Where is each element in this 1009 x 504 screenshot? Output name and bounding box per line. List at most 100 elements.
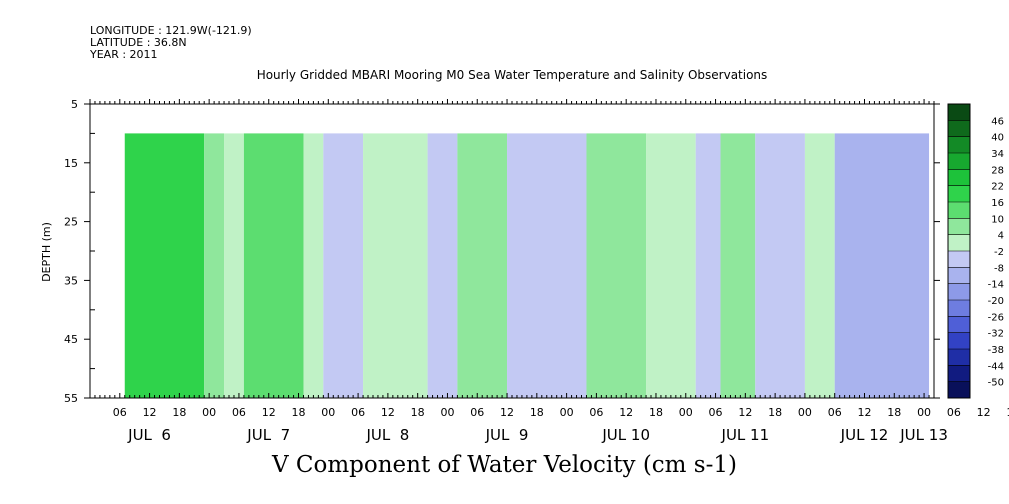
colorbar-level-label: -44 [988, 361, 1004, 372]
y-tick-label: 35 [64, 274, 78, 287]
colorbar-swatch [948, 104, 970, 121]
colorbar-level-label: -20 [988, 296, 1004, 307]
velocity-segment [427, 133, 458, 398]
colorbar-swatch [948, 234, 970, 252]
colorbar-level-label: 4 [998, 231, 1004, 242]
colorbar-level-label: 40 [991, 133, 1004, 144]
velocity-segment [507, 133, 587, 398]
heatmap-field [124, 133, 930, 398]
colorbar-level-label: 22 [991, 182, 1004, 193]
y-tick-label: 45 [64, 333, 78, 346]
y-tick-label: 5 [71, 98, 78, 111]
x-hour-label: 00 [679, 406, 693, 419]
x-day-label: JUL 9 [485, 426, 529, 444]
velocity-segment [720, 133, 756, 398]
y-tick-label: 25 [64, 216, 78, 229]
colorbar-level-label: -2 [994, 247, 1004, 258]
x-hour-label: 18 [172, 406, 186, 419]
colorbar-swatch [948, 316, 970, 334]
velocity-segment [834, 133, 930, 398]
x-day-label: JUL 7 [246, 426, 290, 444]
velocity-segment [755, 133, 805, 398]
colorbar-swatch [948, 153, 970, 170]
colorbar-level-label: -38 [988, 345, 1004, 356]
velocity-segment [804, 133, 835, 398]
x-hour-label: 06 [828, 406, 842, 419]
colorbar-swatch [948, 267, 970, 285]
x-hour-label: 12 [738, 406, 752, 419]
y-axis-label: DEPTH (m) [40, 222, 53, 282]
x-hour-label: 06 [232, 406, 246, 419]
colorbar-level-label: 46 [991, 116, 1004, 127]
velocity-segment [363, 133, 428, 398]
year-label: YEAR : 2011 [90, 48, 158, 61]
y-tick-label: 15 [64, 157, 78, 170]
x-hour-label: 00 [440, 406, 454, 419]
colorbar-level-label: -8 [994, 263, 1004, 274]
colorbar: 46 40 34 28 22 16 10 4 -2 -8 -14 -20 -26 -32 -38 -44 -50 [947, 103, 1004, 399]
longitude-label: LONGITUDE : 121.9W(-121.9) [90, 24, 252, 37]
colorbar-swatch [948, 349, 970, 366]
x-hour-label: 12 [500, 406, 514, 419]
colorbar-swatch [948, 202, 970, 219]
velocity-segment [204, 133, 225, 398]
x-hour-label: 12 [619, 406, 633, 419]
x-hour-label: 12 [143, 406, 157, 419]
colorbar-swatch [948, 251, 970, 268]
x-hour-label: 18 [411, 406, 425, 419]
velocity-segment [586, 133, 647, 398]
x-hour-label: 06 [589, 406, 603, 419]
colorbar-level-label: -26 [988, 312, 1004, 323]
x-hour-label: 12 [381, 406, 395, 419]
x-hour-label: 00 [798, 406, 812, 419]
colorbar-swatch [948, 218, 970, 236]
x-hour-label: 18 [649, 406, 663, 419]
x-hour-label: 06 [947, 406, 961, 419]
velocity-segment [646, 133, 696, 398]
x-day-label: JUL 11 [721, 426, 770, 444]
velocity-segment [303, 133, 324, 398]
velocity-segment [457, 133, 508, 398]
x-hour-label: 00 [321, 406, 335, 419]
colorbar-level-label: 28 [991, 165, 1004, 176]
colorbar-swatch [948, 381, 970, 399]
colorbar-level-label: 10 [991, 214, 1004, 225]
x-hour-label: 18 [887, 406, 901, 419]
x-hour-label: 12 [857, 406, 871, 419]
x-day-label: JUL 13 [899, 426, 948, 444]
velocity-segment [224, 133, 244, 398]
x-hour-label: 06 [113, 406, 127, 419]
x-hour-label: 18 [768, 406, 782, 419]
colorbar-swatch [948, 365, 970, 383]
colorbar-swatch [948, 283, 970, 301]
x-hour-label: 12 [977, 406, 991, 419]
velocity-segment [695, 133, 721, 398]
chart-title: Hourly Gridded MBARI Mooring M0 Sea Wate… [256, 68, 768, 82]
x-hour-label: 00 [917, 406, 931, 419]
colorbar-level-label: 16 [991, 198, 1004, 209]
colorbar-level-label: -14 [988, 280, 1004, 291]
x-hour-label: 06 [709, 406, 723, 419]
colorbar-level-label: -50 [988, 378, 1004, 389]
colorbar-swatch [948, 332, 970, 350]
x-hour-label: 12 [262, 406, 276, 419]
velocity-segment [243, 133, 304, 398]
colorbar-swatch [948, 185, 970, 203]
x-day-label: JUL 12 [840, 426, 889, 444]
x-hour-label: 06 [470, 406, 484, 419]
colorbar-swatch [948, 136, 970, 154]
x-hour-label: 18 [530, 406, 544, 419]
colorbar-swatch [948, 120, 970, 138]
velocity-segment [323, 133, 364, 398]
x-hour-label: 00 [560, 406, 574, 419]
colorbar-level-label: 34 [991, 149, 1004, 160]
y-tick-label: 55 [64, 392, 78, 405]
velocity-segment [124, 133, 205, 398]
colorbar-swatch [948, 300, 970, 317]
x-hour-label: 18 [1006, 406, 1009, 419]
x-day-label: JUL 6 [127, 426, 171, 444]
colorbar-swatch [948, 169, 970, 187]
colorbar-level-label: -32 [988, 329, 1004, 340]
y-axis: 5 15 25 35 45 55 [64, 98, 940, 405]
